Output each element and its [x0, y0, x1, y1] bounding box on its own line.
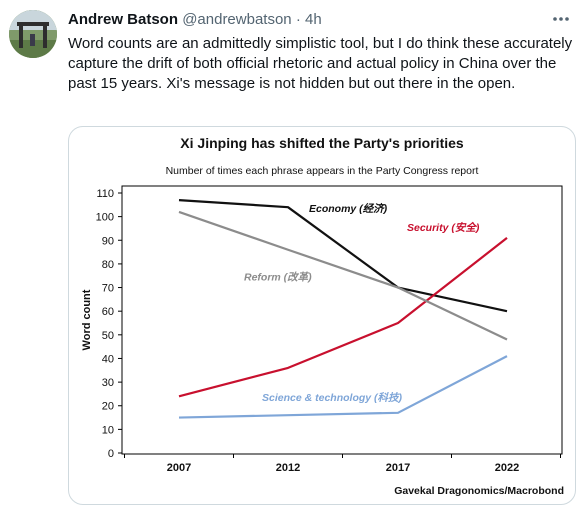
y-tick-label: 10: [102, 424, 114, 436]
y-tick-label: 50: [102, 330, 114, 342]
x-tick-label: 2022: [495, 462, 519, 474]
ellipsis-icon: [553, 17, 569, 21]
y-tick-label: 80: [102, 259, 114, 271]
y-tick-label: 110: [96, 188, 114, 200]
chart-source: Gavekal Dragonomics/Macrobond: [394, 485, 564, 497]
y-tick-label: 40: [102, 353, 114, 365]
x-tick-label: 2012: [276, 462, 300, 474]
series-label: Reform (改革): [244, 270, 312, 283]
series-line: [178, 210, 508, 341]
tweet-header: Andrew Batson @andrewbatson · 4h: [68, 10, 322, 30]
y-tick-label: 60: [102, 306, 114, 318]
tweet-timestamp[interactable]: 4h: [305, 11, 322, 28]
series-line: [178, 355, 508, 419]
y-tick-label: 20: [102, 401, 114, 413]
chart-title: Xi Jinping has shifted the Party's prior…: [180, 135, 464, 151]
series-line: [178, 237, 508, 398]
y-tick-label: 70: [102, 283, 114, 295]
series-label: Economy (经济): [309, 202, 388, 215]
y-axis-label: Word count: [81, 289, 93, 350]
avatar[interactable]: [9, 10, 57, 58]
x-tick-label: 2017: [386, 462, 410, 474]
y-tick-label: 0: [108, 448, 114, 460]
more-options-button[interactable]: [548, 6, 574, 32]
line-chart: Xi Jinping has shifted the Party's prior…: [81, 135, 564, 497]
series-line: [178, 198, 508, 313]
y-tick-label: 30: [102, 377, 114, 389]
avatar-photo: [9, 10, 57, 58]
chart-subtitle: Number of times each phrase appears in t…: [166, 165, 479, 177]
series-label: Science & technology (科技): [262, 391, 403, 404]
series-label: Security (安全): [407, 221, 480, 234]
y-tick-label: 90: [102, 235, 114, 247]
tweet-media-chart[interactable]: Xi Jinping has shifted the Party's prior…: [68, 126, 576, 505]
tweet-text: Word counts are an admittedly simplistic…: [68, 35, 573, 92]
author-handle[interactable]: @andrewbatson: [182, 11, 292, 28]
y-tick-label: 100: [96, 212, 114, 224]
separator-dot: ·: [295, 11, 301, 28]
x-tick-label: 2007: [167, 462, 191, 474]
author-name[interactable]: Andrew Batson: [68, 11, 179, 28]
